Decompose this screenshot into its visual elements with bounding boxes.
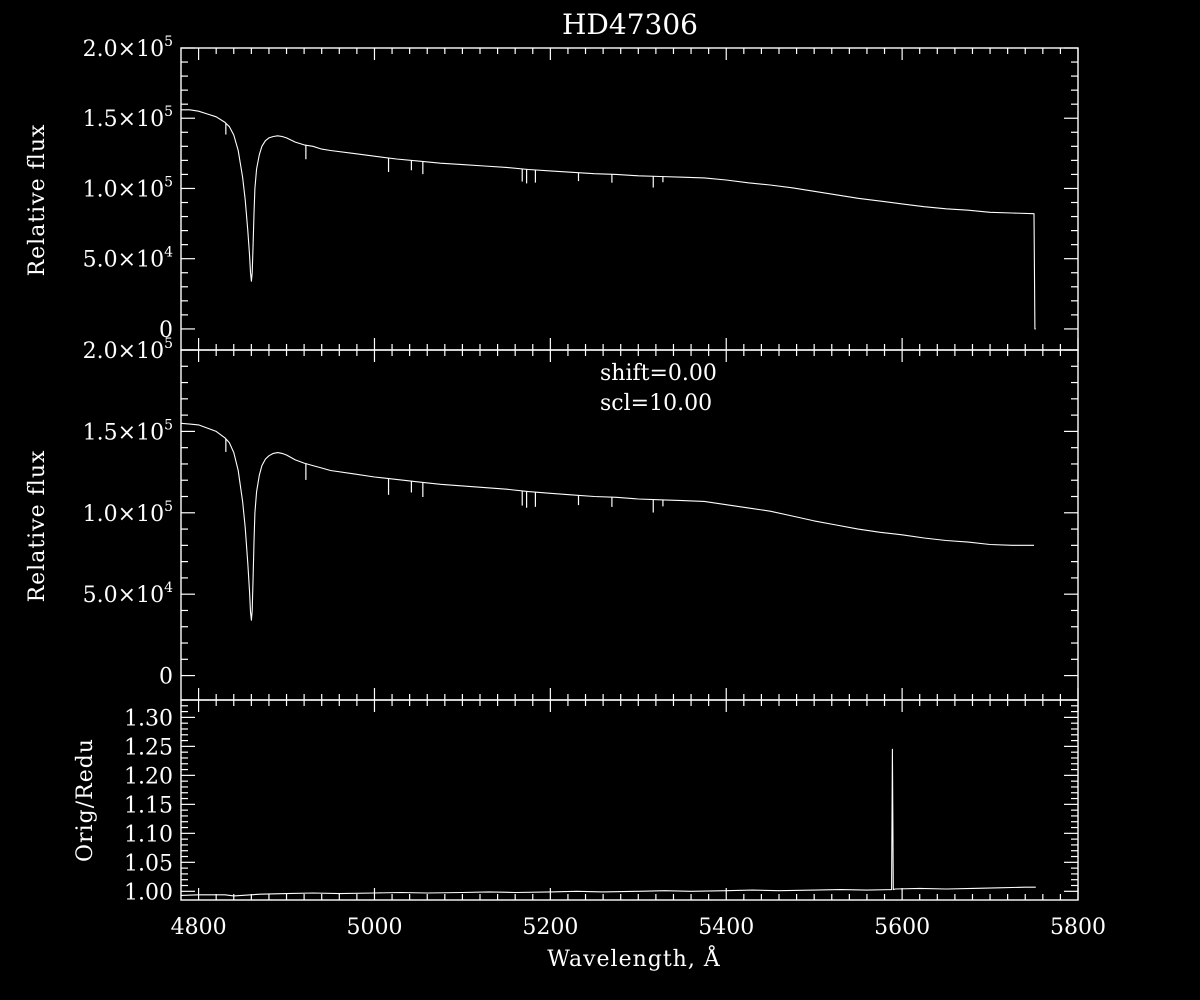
- ytick-exponent: 4: [164, 580, 173, 596]
- middle-panel-ylabel: Relative flux: [25, 450, 50, 603]
- panel-2-ytick-label: 1.25: [124, 735, 173, 760]
- ytick-mantissa: 1.0×10: [83, 502, 164, 527]
- panel-2-spectrum-line: [180, 748, 1036, 897]
- ytick-mantissa: 0: [159, 665, 173, 690]
- shift-annotation: shift=0.00: [600, 361, 717, 386]
- panel-2-ytick-label: 1.15: [124, 793, 173, 818]
- panel-1-ytick-label: 2.0×105: [83, 336, 173, 364]
- panel-1-ytick-label: 5.0×104: [83, 580, 173, 608]
- ytick-mantissa: 1.5×10: [83, 107, 164, 132]
- panel-1-ytick-label: 0: [159, 665, 173, 690]
- panel-0-ytick-label: 0: [159, 318, 173, 343]
- ytick-mantissa: 1.0×10: [83, 177, 164, 202]
- panel-1-ytick-label: 1.0×105: [83, 499, 173, 527]
- xtick-label: 5400: [698, 915, 754, 940]
- panel-2-ytick-label: 1.05: [124, 851, 173, 876]
- x-axis-label: Wavelength, Å: [547, 944, 721, 972]
- panel-2-ytick-label: 1.10: [124, 822, 173, 847]
- top-flux-panel: Relative flux 05.0×1041.0×1051.5×1052.0×…: [25, 34, 1079, 351]
- ytick-mantissa: 5.0×10: [83, 583, 164, 608]
- xtick-label: 4800: [171, 915, 227, 940]
- panel-0-ytick-label: 1.0×105: [83, 174, 173, 202]
- xtick-label: 5800: [1050, 915, 1106, 940]
- panel-1-ytick-label: 1.5×105: [83, 417, 173, 445]
- panel-0-ytick-label: 1.5×105: [83, 104, 173, 132]
- panel-0-ytick-label: 2.0×105: [83, 34, 173, 62]
- xtick-label: 5600: [874, 915, 930, 940]
- ytick-mantissa: 1.5×10: [83, 420, 164, 445]
- panel-0-spectrum-line: [181, 109, 1036, 330]
- panel-1-spectrum-line: [180, 422, 1034, 621]
- scale-annotation: scl=10.00: [600, 391, 712, 416]
- ytick-exponent: 5: [164, 174, 173, 190]
- ratio-panel: Orig/Redu Wavelength, Å 1.00 1.05 1.10 1.15…: [73, 699, 1106, 972]
- ytick-exponent: 5: [164, 34, 173, 50]
- panel-0-ytick-label: 5.0×104: [83, 245, 173, 273]
- ytick-exponent: 4: [164, 245, 173, 261]
- xtick-label: 5000: [346, 915, 402, 940]
- panel-2-ytick-label: 1.00: [124, 880, 173, 905]
- ytick-mantissa: 0: [159, 318, 173, 343]
- xtick-label: 5200: [522, 915, 578, 940]
- ytick-mantissa: 2.0×10: [83, 37, 164, 62]
- ytick-exponent: 5: [164, 104, 173, 120]
- chart-title: HD47306: [562, 8, 698, 41]
- panel-2-ytick-label: 1.20: [124, 764, 173, 789]
- ytick-mantissa: 2.0×10: [83, 339, 164, 364]
- ytick-exponent: 5: [164, 417, 173, 433]
- ratio-panel-ylabel: Orig/Redu: [73, 738, 98, 862]
- panel-2-frame: [180, 699, 1079, 901]
- ytick-mantissa: 5.0×10: [83, 248, 164, 273]
- ytick-exponent: 5: [164, 499, 173, 515]
- top-panel-ylabel: Relative flux: [25, 124, 50, 277]
- ytick-exponent: 5: [164, 336, 173, 352]
- panel-2-ytick-label: 1.30: [124, 706, 173, 731]
